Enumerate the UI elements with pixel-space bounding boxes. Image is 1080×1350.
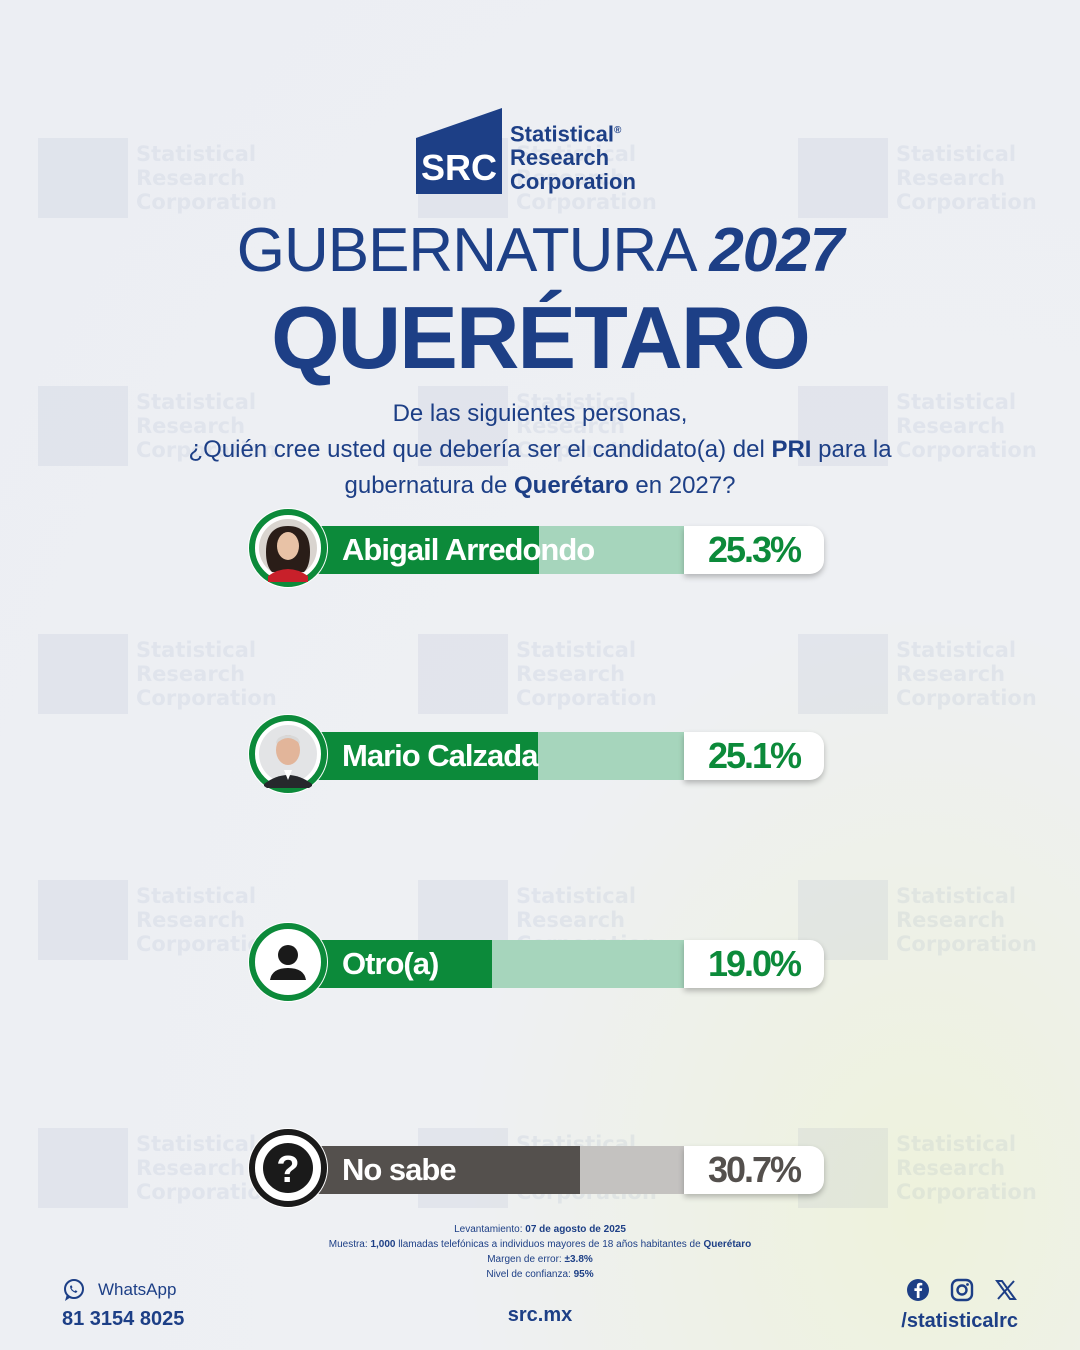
survey-date-line: Levantamiento: 07 de agosto de 2025: [0, 1222, 1080, 1237]
bar-track: Abigail Arredondo: [288, 526, 828, 574]
sample-line: Muestra: 1,000 llamadas telefónicas a in…: [0, 1237, 1080, 1252]
avatar-man-icon: [248, 714, 328, 794]
question-line-2: ¿Quién cree usted que debería ser el can…: [130, 432, 950, 468]
survey-question: De las siguientes personas, ¿Quién cree …: [130, 396, 950, 504]
phone-number[interactable]: 81 3154 8025: [62, 1308, 185, 1330]
category-label: Mario Calzada: [342, 738, 538, 773]
person-icon: [248, 922, 328, 1002]
bar-row: No sabe 30.7%?: [248, 1128, 828, 1212]
question-party: PRI: [771, 436, 812, 463]
bar: [288, 526, 539, 574]
title-line-1: GUBERNATURA 2027: [0, 218, 1080, 284]
data-label: 25.3%: [684, 526, 824, 574]
title-gubernatura: GUBERNATURA: [236, 216, 694, 285]
social-handle[interactable]: /statisticalrc: [901, 1310, 1018, 1332]
bar-track: Mario Calzada: [288, 732, 828, 780]
confidence-line: Nivel de confianza: 95%: [0, 1267, 1080, 1282]
question-line-3: gubernatura de Querétaro en 2027?: [130, 468, 950, 504]
note-label: Levantamiento:: [454, 1224, 526, 1235]
whatsapp-link[interactable]: WhatsApp: [62, 1278, 184, 1302]
note-value: Querétaro: [703, 1239, 752, 1250]
category-label: Otro(a): [342, 946, 439, 981]
facebook-icon[interactable]: [906, 1278, 930, 1302]
note-label: Margen de error:: [487, 1254, 565, 1265]
title-state: QUERÉTARO: [271, 288, 811, 387]
error-line: Margen de error: ±3.8%: [0, 1252, 1080, 1267]
note-label: Nivel de confianza:: [486, 1269, 574, 1280]
logo-line-2: Research: [510, 145, 610, 170]
instagram-icon[interactable]: [950, 1278, 974, 1302]
question-text: en 2027?: [628, 472, 736, 499]
note-value: 95%: [573, 1269, 594, 1280]
contact-block: WhatsApp 81 3154 8025: [62, 1278, 184, 1331]
question-state: Querétaro: [513, 472, 629, 499]
note-label: llamadas telefónicas a individuos mayore…: [395, 1239, 704, 1250]
logo-mark: SRC: [416, 108, 502, 194]
avatar-woman-icon: [248, 508, 328, 588]
question-mark-icon: ?: [248, 1128, 328, 1208]
question-line-1: De las siguientes personas,: [392, 400, 688, 427]
category-label: No sabe: [342, 1152, 457, 1187]
brand-logo: SRC Statistical® Research Corporation: [416, 108, 636, 194]
data-label: 30.7%: [684, 1146, 824, 1194]
question-text: ¿Quién cree usted que debería ser el can…: [188, 436, 772, 463]
logo-initials: SRC: [421, 147, 497, 188]
note-value: 1,000: [370, 1239, 396, 1250]
logo-line-3: Corporation: [510, 169, 636, 194]
methodology-notes: Levantamiento: 07 de agosto de 2025 Mues…: [0, 1222, 1080, 1282]
note-value: ±3.8%: [564, 1254, 593, 1265]
bar-row: Mario Calzada 25.1%: [248, 714, 828, 798]
website-link[interactable]: src.mx: [507, 1304, 573, 1326]
note-value: 07 de agosto de 2025: [525, 1224, 626, 1235]
bar-track: No sabe: [288, 1146, 828, 1194]
data-label: 19.0%: [684, 940, 824, 988]
title-year: 2027: [709, 216, 844, 285]
question-text: gubernatura de: [344, 472, 514, 499]
logo-line-1: Statistical: [510, 121, 614, 146]
svg-text:?: ?: [276, 1149, 299, 1191]
data-label: 25.1%: [684, 732, 824, 780]
bar-row: Abigail Arredondo 25.3%: [248, 508, 828, 592]
bar-row: Otro(a) 19.0%: [248, 922, 828, 1006]
x-icon[interactable]: [994, 1278, 1018, 1302]
whatsapp-icon: [64, 1279, 84, 1301]
whatsapp-label: WhatsApp: [98, 1280, 177, 1299]
social-block: /statisticalrc: [901, 1276, 1018, 1333]
bar: [288, 1146, 580, 1194]
category-label: Abigail Arredondo: [342, 532, 595, 567]
note-label: Muestra:: [328, 1239, 371, 1250]
bar: [288, 732, 538, 780]
logo-wordmark: Statistical® Research Corporation: [510, 119, 636, 194]
registered-mark: ®: [613, 124, 622, 136]
question-text: para la: [811, 436, 892, 463]
